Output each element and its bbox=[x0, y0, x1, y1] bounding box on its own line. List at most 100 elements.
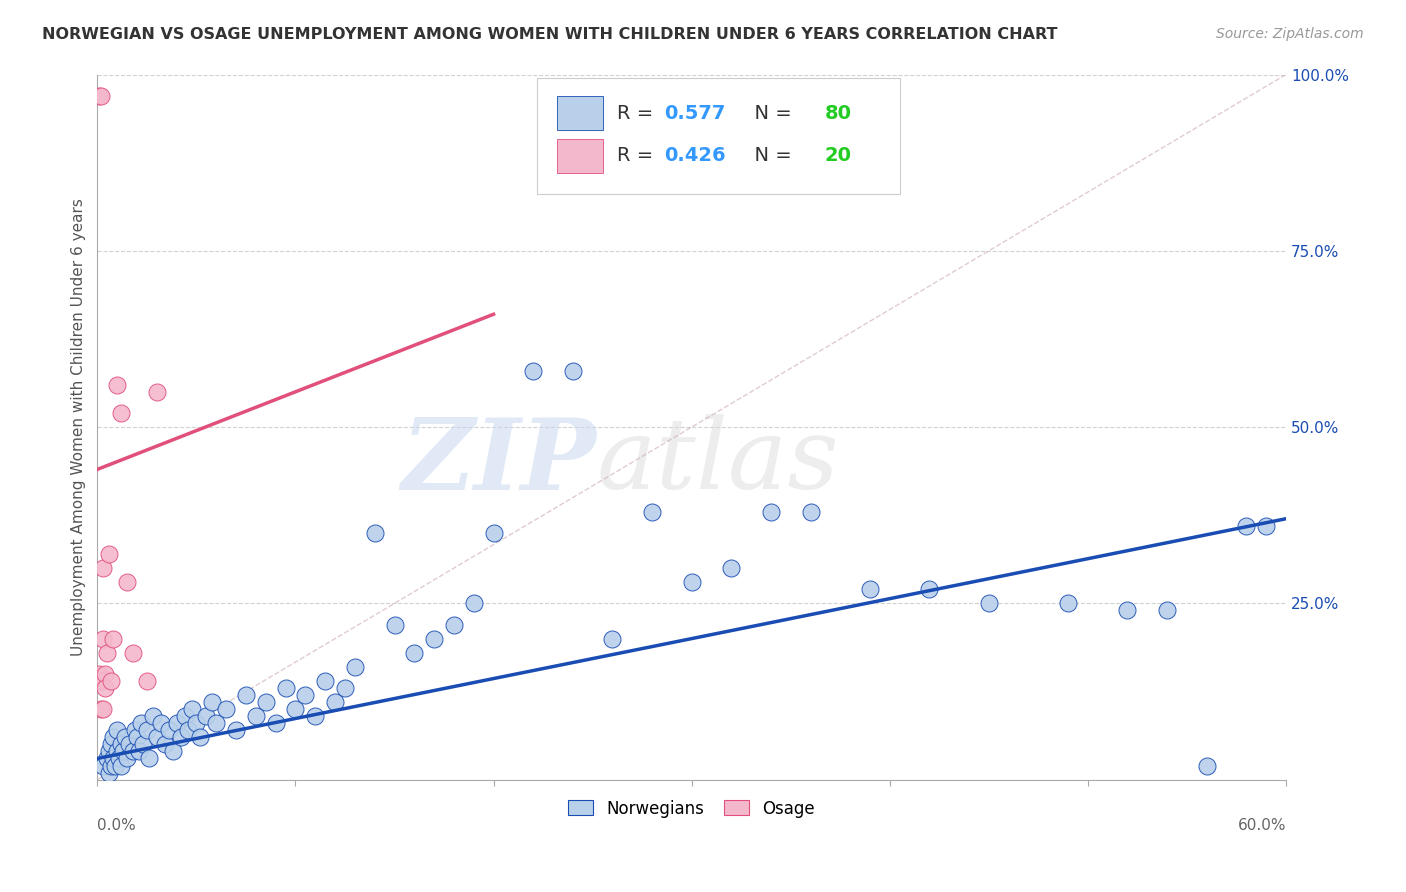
Point bbox=[146, 384, 169, 399]
Text: 0.0%: 0.0% bbox=[97, 818, 136, 833]
Point bbox=[110, 737, 132, 751]
Text: 0.577: 0.577 bbox=[664, 103, 725, 123]
Point bbox=[264, 716, 287, 731]
Point bbox=[108, 751, 131, 765]
Text: R =: R = bbox=[617, 146, 659, 165]
Point bbox=[124, 723, 146, 738]
Point bbox=[135, 673, 157, 688]
Point bbox=[91, 758, 114, 772]
Text: N =: N = bbox=[741, 103, 797, 123]
Y-axis label: Unemployment Among Women with Children Under 6 years: Unemployment Among Women with Children U… bbox=[72, 198, 86, 656]
Point bbox=[254, 695, 277, 709]
Point bbox=[463, 596, 485, 610]
Point bbox=[138, 751, 160, 765]
Point bbox=[235, 688, 257, 702]
Point bbox=[195, 709, 218, 723]
Point bbox=[105, 744, 128, 758]
Point bbox=[759, 505, 782, 519]
Point bbox=[142, 709, 165, 723]
Point bbox=[91, 632, 114, 646]
Text: N =: N = bbox=[741, 146, 797, 165]
Point bbox=[1057, 596, 1080, 610]
Point bbox=[157, 723, 180, 738]
Point bbox=[103, 632, 125, 646]
Point bbox=[1256, 518, 1278, 533]
Point bbox=[245, 709, 267, 723]
Text: 20: 20 bbox=[825, 146, 852, 165]
Point bbox=[333, 681, 356, 695]
Point bbox=[100, 758, 122, 772]
Point bbox=[132, 737, 155, 751]
Point bbox=[1195, 758, 1218, 772]
Point bbox=[91, 702, 114, 716]
Point bbox=[162, 744, 184, 758]
Point bbox=[977, 596, 1000, 610]
Point bbox=[190, 731, 212, 745]
Point bbox=[363, 525, 385, 540]
Point bbox=[129, 716, 152, 731]
Point bbox=[98, 765, 121, 780]
Point bbox=[89, 88, 111, 103]
Point bbox=[115, 751, 138, 765]
Point bbox=[94, 681, 117, 695]
Point bbox=[177, 723, 200, 738]
Point bbox=[96, 646, 118, 660]
Point bbox=[149, 716, 172, 731]
Point bbox=[135, 723, 157, 738]
Point bbox=[186, 716, 208, 731]
Point bbox=[681, 575, 703, 590]
Text: R =: R = bbox=[617, 103, 659, 123]
Point bbox=[314, 673, 336, 688]
Point bbox=[115, 575, 138, 590]
Point bbox=[304, 709, 326, 723]
Text: 60.0%: 60.0% bbox=[1237, 818, 1286, 833]
Point bbox=[343, 660, 366, 674]
Point bbox=[94, 666, 117, 681]
Point bbox=[110, 406, 132, 420]
Point bbox=[98, 744, 121, 758]
Point bbox=[443, 617, 465, 632]
Point bbox=[105, 377, 128, 392]
Point bbox=[799, 505, 821, 519]
Point bbox=[125, 731, 148, 745]
Point bbox=[153, 737, 176, 751]
Point bbox=[96, 751, 118, 765]
Point bbox=[100, 673, 122, 688]
Point bbox=[274, 681, 297, 695]
Point bbox=[118, 737, 141, 751]
Text: NORWEGIAN VS OSAGE UNEMPLOYMENT AMONG WOMEN WITH CHILDREN UNDER 6 YEARS CORRELAT: NORWEGIAN VS OSAGE UNEMPLOYMENT AMONG WO… bbox=[42, 27, 1057, 42]
Point bbox=[181, 702, 204, 716]
Text: 80: 80 bbox=[825, 103, 852, 123]
Point bbox=[90, 702, 112, 716]
Text: ZIP: ZIP bbox=[402, 414, 596, 510]
Point bbox=[522, 364, 544, 378]
Point bbox=[122, 646, 145, 660]
FancyBboxPatch shape bbox=[557, 138, 603, 172]
Point bbox=[201, 695, 224, 709]
Point bbox=[98, 547, 121, 561]
Point bbox=[91, 561, 114, 575]
Point bbox=[173, 709, 195, 723]
Point bbox=[720, 561, 742, 575]
FancyBboxPatch shape bbox=[537, 78, 900, 194]
Text: 0.426: 0.426 bbox=[664, 146, 725, 165]
Point bbox=[294, 688, 316, 702]
Point bbox=[90, 673, 112, 688]
Point bbox=[225, 723, 247, 738]
Point bbox=[859, 582, 882, 597]
Point bbox=[100, 737, 122, 751]
FancyBboxPatch shape bbox=[557, 96, 603, 130]
Point bbox=[384, 617, 406, 632]
Point bbox=[104, 758, 127, 772]
Point bbox=[284, 702, 307, 716]
Point bbox=[90, 88, 112, 103]
Point bbox=[128, 744, 150, 758]
Point bbox=[423, 632, 446, 646]
Point bbox=[166, 716, 188, 731]
Point bbox=[122, 744, 145, 758]
Point bbox=[1116, 603, 1139, 617]
Point bbox=[1234, 518, 1257, 533]
Point bbox=[169, 731, 191, 745]
Point bbox=[561, 364, 583, 378]
Point bbox=[89, 666, 111, 681]
